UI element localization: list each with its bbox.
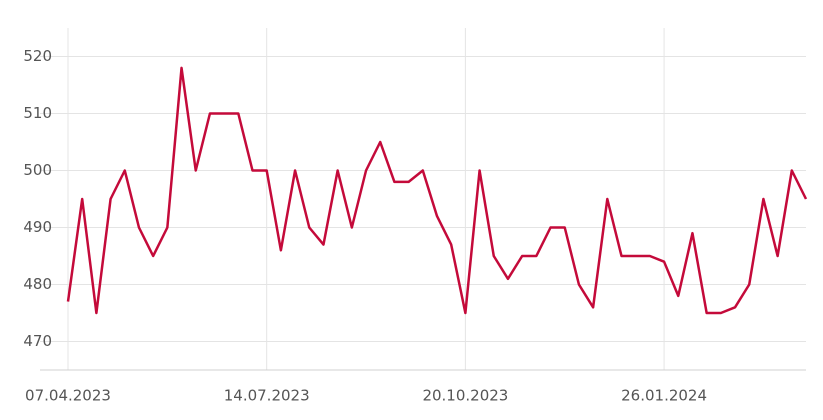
y-tick-label: 510 [23,104,52,122]
y-tick-label: 470 [23,332,52,350]
x-tick-label: 14.07.2023 [224,387,310,405]
y-tick-label: 490 [23,218,52,236]
x-tick-label: 26.01.2024 [621,387,707,405]
y-tick-label: 500 [23,161,52,179]
y-tick-label: 480 [23,275,52,293]
line [66,66,808,315]
x-tick-label: 20.10.2023 [422,387,508,405]
x-tick-label: 07.04.2023 [25,387,111,405]
y-tick-label: 520 [23,47,52,65]
